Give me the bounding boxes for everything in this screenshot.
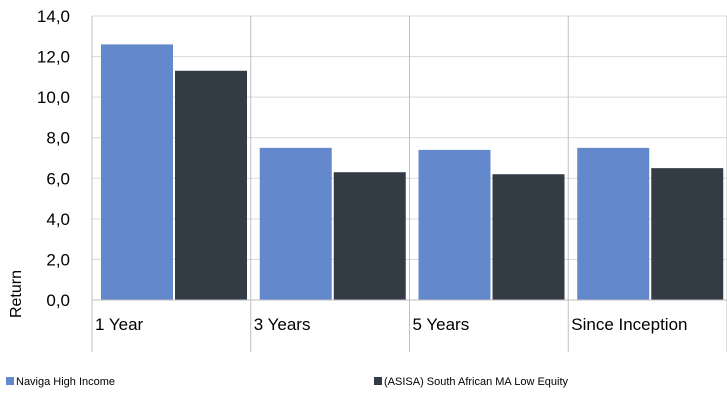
bar-series-1: [577, 147, 650, 300]
y-tick-label: 0,0: [46, 291, 70, 310]
legend-swatch: [374, 377, 382, 385]
bar-series-2: [651, 168, 724, 300]
legend-item: (ASISA) South African MA Low Equity: [374, 376, 569, 388]
bar-series-2: [333, 172, 406, 300]
bars: [101, 44, 724, 301]
legend-swatch: [6, 377, 14, 385]
legend-label: (ASISA) South African MA Low Equity: [384, 376, 569, 388]
legend: Naviga High Income (ASISA) South African …: [6, 376, 569, 388]
bar-series-2: [175, 70, 247, 301]
category-label: 1 Year: [95, 315, 144, 334]
category-label: 3 Years: [254, 315, 311, 334]
bar-series-1: [101, 44, 173, 301]
legend-item: Naviga High Income: [6, 376, 115, 388]
legend-label: Naviga High Income: [16, 376, 115, 388]
bar-series-1: [418, 149, 491, 300]
category-labels: 1 Year 3 Years 5 Years Since Inception: [95, 315, 688, 334]
y-axis-title: Return: [8, 270, 25, 318]
y-tick-label: 4,0: [46, 210, 70, 229]
y-tick-labels: 0,0 2,0 4,0 6,0 8,0 10,0 12,0 14,0: [37, 7, 70, 310]
bar-series-1: [259, 147, 332, 300]
category-label: 5 Years: [413, 315, 470, 334]
category-label: Since Inception: [571, 315, 687, 334]
y-tick-label: 12,0: [37, 48, 70, 67]
y-tick-label: 8,0: [46, 129, 70, 148]
bar-series-2: [492, 174, 565, 300]
y-tick-label: 14,0: [37, 7, 70, 26]
y-tick-label: 2,0: [46, 250, 70, 269]
y-tick-label: 10,0: [37, 88, 70, 107]
axes: [91, 16, 727, 352]
y-tick-label: 6,0: [46, 169, 70, 188]
